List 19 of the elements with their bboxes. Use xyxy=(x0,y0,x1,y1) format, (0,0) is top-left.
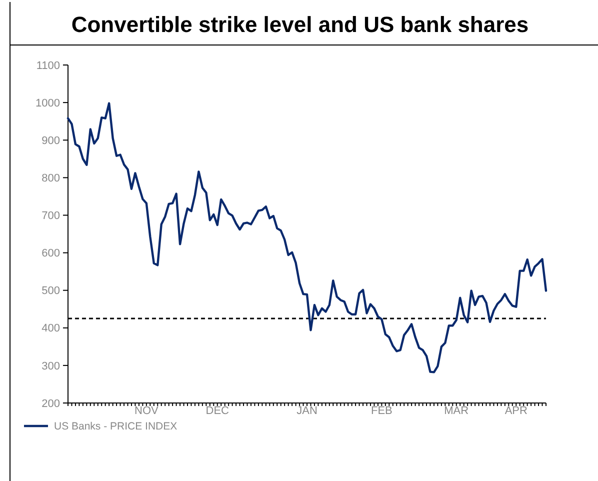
y-tick-label: 600 xyxy=(42,248,60,260)
line-series xyxy=(66,102,548,374)
x-tick-label: MAR xyxy=(444,405,469,417)
y-tick-label: 400 xyxy=(42,322,60,335)
y-tick-label: 500 xyxy=(42,285,60,298)
x-tick-label: NOV xyxy=(134,405,159,417)
y-tick-label: 900 xyxy=(42,134,60,147)
y-tick-label: 800 xyxy=(42,172,60,185)
x-tick-label: APR xyxy=(504,405,528,417)
y-tick-label: 200 xyxy=(42,398,60,410)
y-tick-label: 700 xyxy=(42,210,60,222)
chart-title: Convertible strike level and US bank shares xyxy=(71,12,529,37)
x-tick-label: JAN xyxy=(296,405,318,417)
y-tick-label: 1000 xyxy=(36,97,60,110)
x-tick-label: FEB xyxy=(370,405,392,417)
x-tick-label: DEC xyxy=(206,405,230,417)
legend-label: US Banks - PRICE INDEX xyxy=(54,420,178,433)
y-tick-label: 1100 xyxy=(36,60,60,72)
y-tick-label: 300 xyxy=(42,360,60,372)
